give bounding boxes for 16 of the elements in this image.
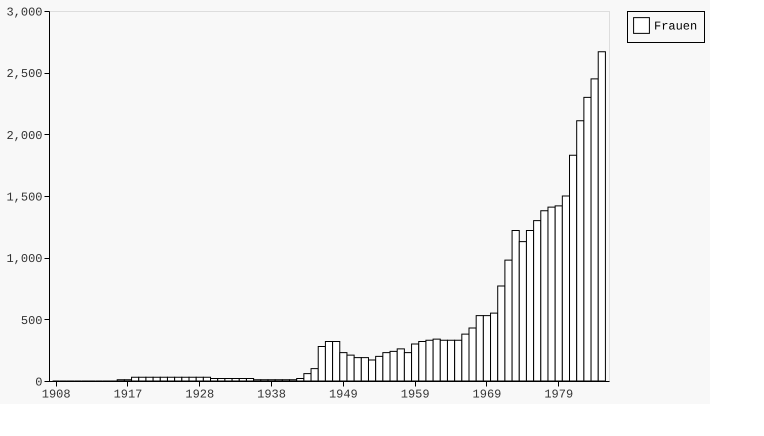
y-tick-label: 500 — [20, 314, 42, 328]
x-tick-label: 1979 — [544, 388, 574, 402]
y-tick-label: 3,000 — [6, 6, 42, 20]
legend-label: Frauen — [654, 20, 698, 34]
x-tick-label: 1938 — [257, 388, 286, 402]
x-tick-label: 1959 — [400, 388, 430, 402]
x-tick-label: 1928 — [185, 388, 214, 402]
x-tick-label: 1917 — [114, 388, 142, 402]
y-tick-label: 2,500 — [6, 67, 42, 82]
y-tick-label: 1,500 — [6, 190, 42, 204]
x-tick-label: 1969 — [472, 388, 502, 402]
y-tick-label: 2,000 — [6, 128, 42, 143]
x-tick-label: 1908 — [42, 388, 71, 402]
y-tick-label: 1,000 — [6, 252, 42, 266]
y-tick-label: 0 — [35, 376, 42, 390]
x-tick-label: 1949 — [328, 388, 358, 402]
